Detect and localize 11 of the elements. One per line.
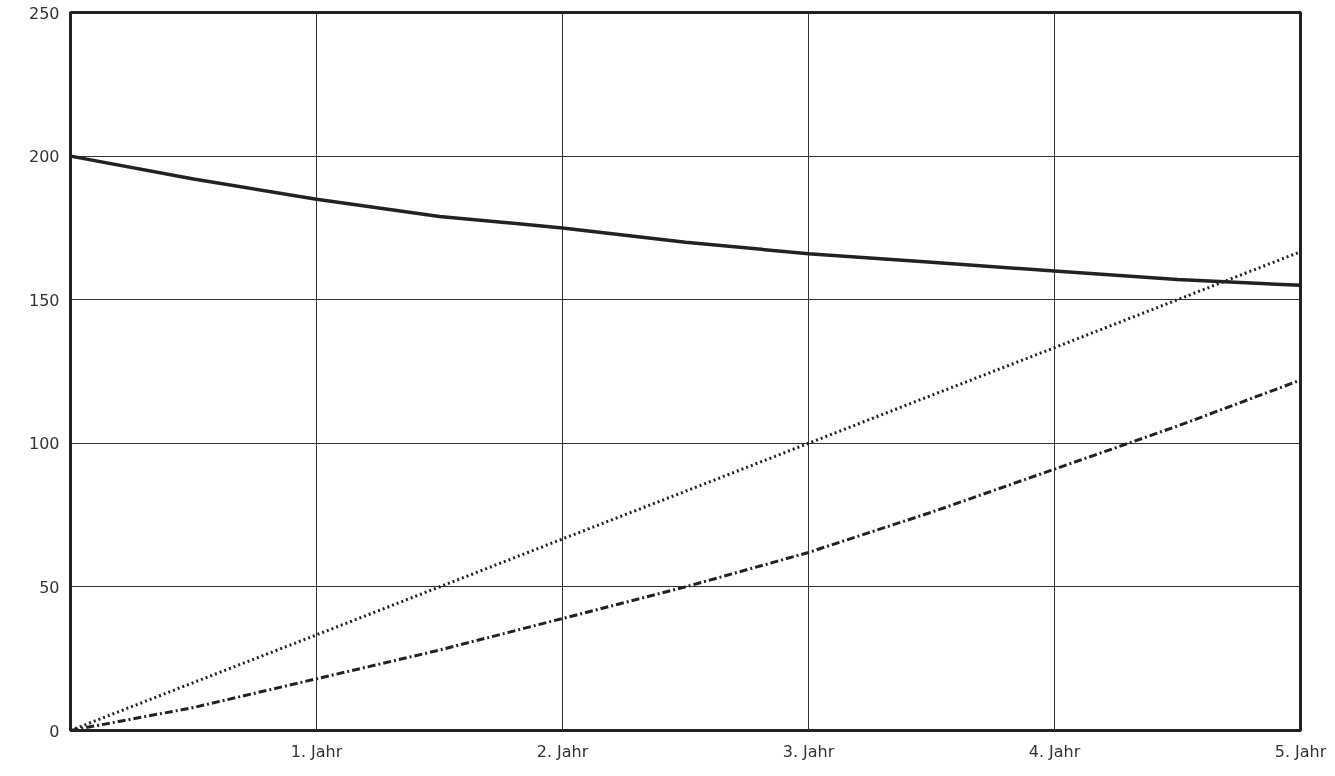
y-tick-label: 150 — [28, 290, 60, 310]
x-tick-label: 4. Jahr — [1028, 741, 1081, 761]
x-tick-label: 1. Jahr — [290, 741, 343, 761]
y-tick-label: 200 — [28, 147, 60, 167]
y-tick-label: 50 — [39, 577, 60, 597]
y-tick-label: 250 — [28, 3, 60, 23]
y-tick-label: 100 — [28, 434, 60, 454]
x-tick-label: 5. Jahr — [1274, 741, 1327, 761]
x-tick-label: 3. Jahr — [782, 741, 835, 761]
x-tick-label: 2. Jahr — [536, 741, 589, 761]
y-tick-label: 0 — [49, 721, 60, 741]
